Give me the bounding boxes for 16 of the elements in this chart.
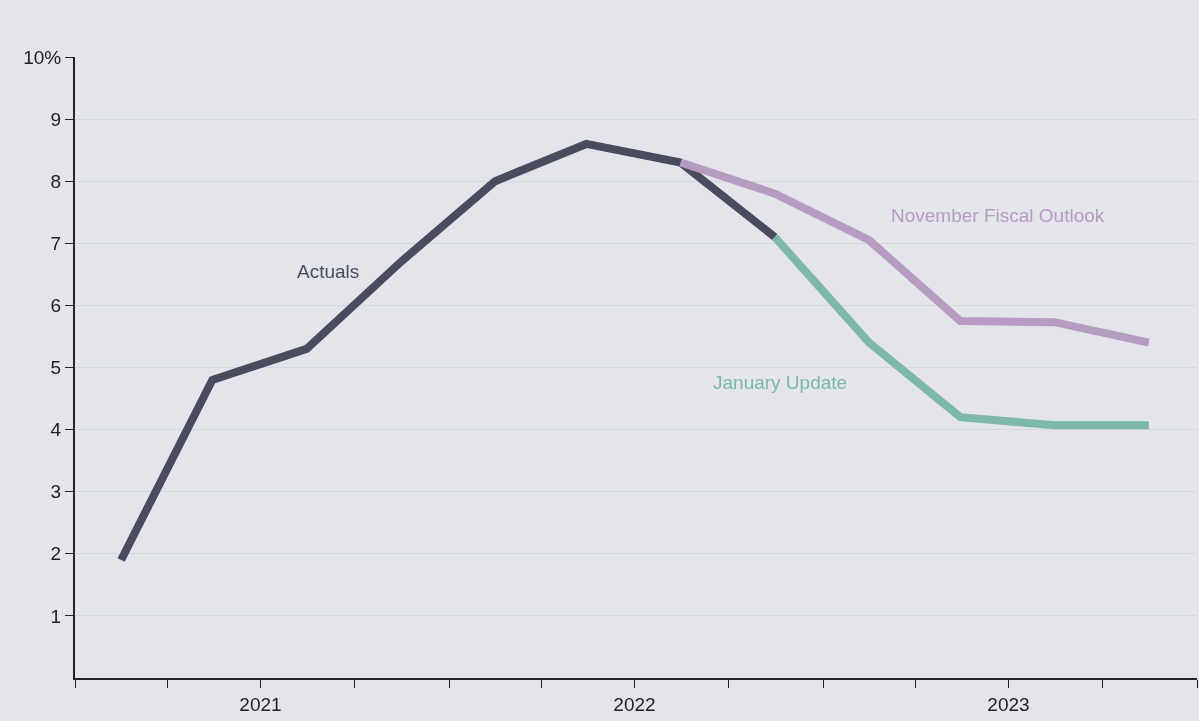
x-tick-label: 2023: [987, 693, 1030, 715]
x-tick-label: 2021: [239, 693, 282, 715]
y-tick-label: 5: [50, 357, 62, 379]
y-tick-label: 2: [50, 543, 62, 565]
y-tick-label: 8: [50, 170, 62, 192]
series-label: November Fiscal Outlook: [891, 205, 1105, 226]
y-tick-label: 6: [50, 295, 62, 317]
series-label: January Update: [713, 372, 848, 393]
y-tick-label: 3: [50, 481, 62, 503]
y-tick-label: 7: [50, 232, 62, 254]
y-tick-label: 4: [50, 419, 62, 441]
y-tick-label: 10%: [23, 46, 62, 68]
y-tick-label: 1: [50, 605, 62, 627]
x-tick-label: 2022: [613, 693, 656, 715]
series-label: Actuals: [297, 261, 360, 282]
y-tick-label: 9: [50, 108, 62, 130]
